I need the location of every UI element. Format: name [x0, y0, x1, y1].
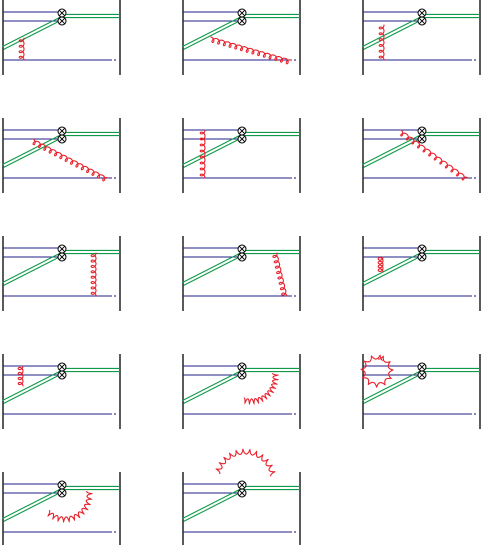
wilson-line-diagonal [182, 134, 243, 168]
vertex-upper [417, 8, 427, 18]
wilson-line-right [242, 249, 300, 255]
vertex-upper [237, 244, 247, 254]
gluon-group [272, 252, 288, 297]
gluon [90, 252, 97, 297]
diagram-2 [182, 0, 301, 75]
vertex-lower [417, 370, 427, 380]
wilson-line-right [62, 367, 120, 373]
diagram-8 [182, 236, 301, 311]
diagram-7 [2, 236, 121, 311]
gluon-group [210, 36, 292, 65]
wilson-line-right [242, 367, 300, 373]
vertex-lower [237, 488, 247, 498]
vertex-upper [237, 480, 247, 490]
wilson-line-diagonal [182, 252, 243, 286]
wilson-line-right [62, 13, 120, 19]
vertex-lower [237, 16, 247, 26]
gluon-group [17, 365, 24, 387]
vertex-lower [57, 488, 67, 498]
gluon-loop [360, 354, 394, 388]
wilson-line-diagonal [2, 488, 63, 522]
diagram-3 [362, 0, 481, 75]
wilson-line-right [242, 131, 300, 137]
wilson-line-right [422, 13, 480, 19]
vertex-upper [417, 362, 427, 372]
wilson-line-right [62, 131, 120, 137]
wilson-line-right [242, 13, 300, 19]
gluon-arc [215, 448, 276, 477]
gluon-group [47, 491, 93, 523]
vertex-upper [57, 480, 67, 490]
wilson-line-right [422, 131, 480, 137]
gluon-group [199, 129, 206, 179]
vertex-upper [57, 8, 67, 18]
diagram-1 [2, 0, 121, 75]
vertex-lower [417, 16, 427, 26]
wilson-line-right [62, 249, 120, 255]
gluon-group [18, 37, 25, 61]
wilson-line-diagonal [182, 16, 243, 50]
vertex-upper [237, 8, 247, 18]
gluon-group [243, 373, 280, 406]
wilson-line-diagonal [182, 488, 243, 522]
gluon [400, 129, 469, 181]
vertex-lower [57, 252, 67, 262]
vertex-lower [57, 134, 67, 144]
wilson-line-diagonal [362, 370, 423, 404]
vertex-lower [57, 370, 67, 380]
wilson-line-diagonal [2, 134, 63, 168]
diagram-10 [2, 354, 121, 429]
diagram-9 [362, 236, 481, 311]
wilson-line-diagonal [362, 252, 423, 286]
gluon [199, 129, 206, 179]
vertex-lower [57, 16, 67, 26]
gluon-group [400, 129, 469, 181]
diagram-6 [362, 118, 481, 193]
vertex-lower [237, 252, 247, 262]
gluon-group [377, 256, 384, 273]
wilson-line-right [62, 485, 120, 491]
wilson-line-diagonal [2, 16, 63, 50]
gluon [18, 37, 25, 61]
diagram-4 [2, 118, 121, 193]
diagram-14 [182, 448, 301, 545]
diagram-12 [360, 354, 481, 429]
wilson-line-diagonal [2, 252, 63, 286]
gluon [272, 252, 288, 297]
gluon [17, 365, 24, 387]
diagram-13 [2, 472, 121, 545]
vertex-upper [237, 362, 247, 372]
wilson-line-right [242, 485, 300, 491]
wilson-line-diagonal [182, 370, 243, 404]
wilson-line-right [422, 367, 480, 373]
gluon-group [90, 252, 97, 297]
gluon [377, 256, 384, 273]
vertex-lower [237, 134, 247, 144]
vertex-upper [57, 126, 67, 136]
vertex-upper [237, 126, 247, 136]
wilson-line-diagonal [2, 370, 63, 404]
wilson-line-diagonal [362, 16, 423, 50]
diagram-11 [182, 354, 301, 429]
gluon-group [32, 138, 109, 182]
diagram-5 [182, 118, 301, 193]
vertex-upper [417, 126, 427, 136]
vertex-lower [237, 370, 247, 380]
vertex-lower [417, 252, 427, 262]
gluon-group [378, 24, 385, 61]
vertex-lower [417, 134, 427, 144]
gluon [378, 24, 385, 61]
gluon-arc [243, 373, 280, 406]
gluon-group [215, 448, 276, 477]
gluon [210, 36, 292, 65]
vertex-upper [57, 362, 67, 372]
vertex-upper [57, 244, 67, 254]
gluon-arc [47, 491, 93, 523]
vertex-upper [417, 244, 427, 254]
gluon [32, 138, 109, 182]
gluon-group [360, 354, 394, 388]
wilson-line-right [422, 249, 480, 255]
